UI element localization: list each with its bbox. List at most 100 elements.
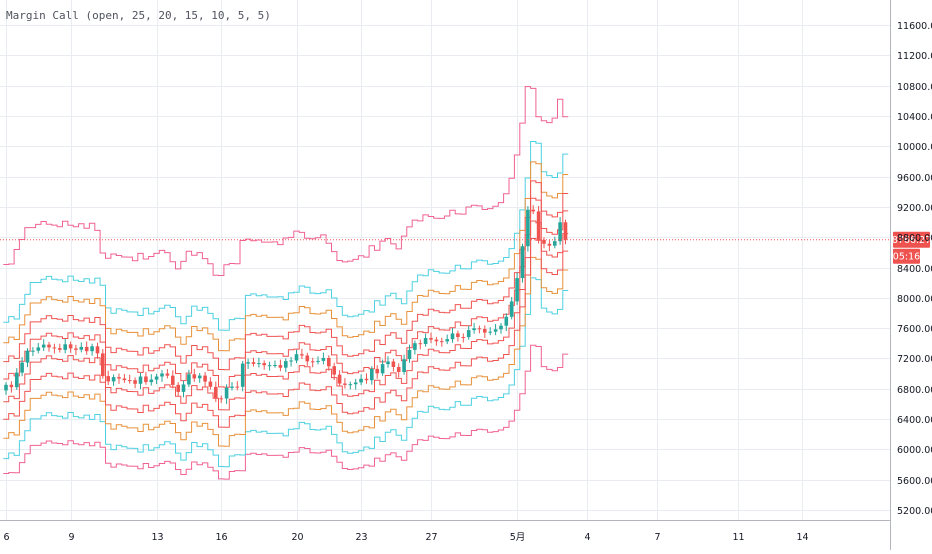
band-line-red [3, 180, 569, 371]
candle-body [111, 377, 116, 382]
candle-body [456, 333, 460, 337]
x-tick-label: 20 [291, 532, 303, 543]
y-tick-label: 10800.00 [897, 82, 932, 93]
price-label: 8766.27 [892, 235, 931, 246]
candle-body [240, 363, 245, 387]
candle-body [515, 278, 519, 302]
candle-body [466, 330, 471, 338]
y-tick-label: 10000.00 [897, 142, 932, 153]
candle-body [327, 358, 331, 367]
candle-body [144, 376, 148, 383]
candle-body [68, 344, 73, 349]
candle-body [278, 365, 283, 368]
x-tick-label: 6 [3, 532, 9, 543]
candle-body [429, 338, 433, 340]
candle-body [284, 361, 288, 368]
candle-body [536, 211, 541, 240]
candle-body [348, 384, 353, 386]
candle-body [197, 375, 202, 379]
band-line-orange [3, 256, 569, 447]
candle-body [289, 360, 293, 362]
candle-body [149, 379, 154, 383]
candle-body [214, 386, 218, 399]
candle-body [310, 361, 315, 363]
candle-body [95, 346, 100, 354]
candle-body [176, 384, 180, 392]
candle-body [526, 209, 530, 247]
candle-body [300, 354, 304, 356]
candle-body [434, 339, 439, 342]
candle-body [9, 384, 14, 388]
candle-body [553, 241, 557, 246]
candle-body [160, 373, 164, 377]
candle-body [25, 350, 30, 363]
candle-body [316, 360, 320, 362]
candle-body [192, 374, 197, 379]
candle-body [165, 373, 170, 376]
candle-body [224, 387, 229, 399]
candle-body [187, 374, 191, 385]
candle-body [493, 329, 498, 332]
candle-body [47, 344, 51, 348]
candle-body [138, 376, 143, 384]
y-tick-label: 11200.00 [897, 51, 932, 62]
candle-body [423, 338, 428, 344]
x-tick-label: 14 [796, 532, 808, 543]
x-tick-label: 9 [68, 532, 74, 543]
candle-body [509, 301, 514, 317]
candle-body [483, 329, 487, 333]
candle-body [267, 365, 272, 367]
candle-body [41, 344, 46, 348]
band-line-pink [3, 86, 569, 276]
candle-body [208, 381, 213, 387]
band-line-orange [3, 161, 569, 352]
candle-body [84, 346, 89, 352]
countdown-label: 05:16 [893, 252, 920, 263]
candle-body [273, 365, 277, 366]
candle-body [337, 374, 342, 384]
candle-body [332, 366, 336, 375]
candle-body [235, 386, 240, 388]
band-line-red [3, 238, 569, 428]
y-tick-label: 7600.00 [897, 324, 932, 335]
candle-body [472, 328, 476, 331]
candle-body [396, 367, 401, 372]
current-price-line: 8766.27 05:16 [0, 231, 931, 264]
grid [0, 0, 890, 520]
x-tick-label: 27 [425, 532, 437, 543]
band-line-red [3, 197, 569, 388]
candle-body [90, 346, 94, 352]
x-tick-label: 5月 [510, 532, 526, 543]
candle-body [31, 350, 35, 352]
y-tick-label: 6400.00 [897, 415, 932, 426]
candle-body [364, 378, 369, 381]
candle-body [380, 364, 385, 374]
candle-body [504, 316, 509, 326]
y-tick-label: 8000.00 [897, 294, 932, 305]
y-tick-label: 8800.00 [897, 233, 932, 244]
candle-body [321, 358, 326, 361]
x-tick-label: 13 [151, 532, 163, 543]
candle-body [36, 347, 41, 351]
candle-body [171, 375, 175, 385]
candles [4, 205, 568, 404]
indicator-title[interactable]: Margin Call (open, 25, 20, 15, 10, 5, 5) [6, 9, 271, 22]
candle-body [203, 375, 207, 382]
x-tick-label: 23 [355, 532, 367, 543]
candle-body [488, 331, 492, 333]
candle-body [127, 380, 132, 382]
candle-body [246, 362, 250, 364]
candle-body [353, 382, 358, 385]
candle-body [359, 378, 363, 383]
x-tick-label: 16 [215, 532, 227, 543]
candle-body [63, 344, 67, 350]
candle-body [251, 362, 256, 364]
candle-body [122, 378, 127, 381]
y-tick-label: 9600.00 [897, 173, 932, 184]
candle-body [4, 384, 8, 391]
candle-body [440, 341, 444, 343]
candle-body [154, 376, 159, 380]
